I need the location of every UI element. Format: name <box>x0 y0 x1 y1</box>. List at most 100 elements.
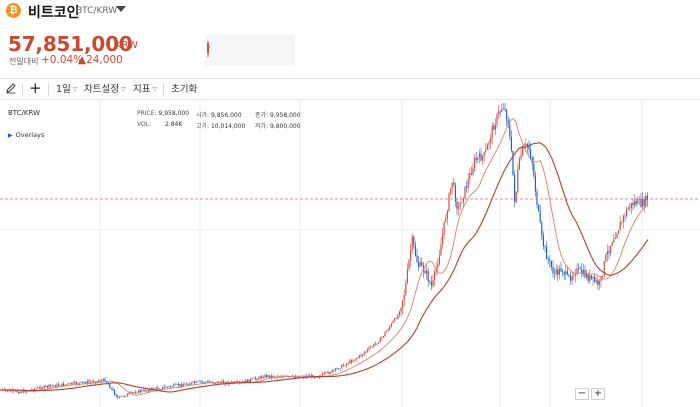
candle-body <box>483 151 485 156</box>
chart-settings-label: 차트설정 <box>84 84 119 95</box>
chart-symbol: BTC/KRW <box>8 109 41 117</box>
candle-body <box>56 384 58 387</box>
candle-body <box>643 199 645 206</box>
zoom-in-button[interactable]: + <box>591 388 605 400</box>
moving-average-short <box>0 117 649 396</box>
candle-body <box>138 390 140 394</box>
candle-body <box>610 245 612 253</box>
candle-body <box>18 392 20 394</box>
candle-body <box>547 259 549 261</box>
indicators-label: 지표 <box>133 84 151 95</box>
candle-body <box>357 357 359 359</box>
ohlc-low: 저가: 9,800,000 <box>255 123 301 130</box>
candle-body <box>10 390 12 392</box>
candle-body <box>550 261 552 268</box>
candle-body <box>466 186 468 188</box>
candle-body <box>603 261 605 277</box>
candle-body <box>445 218 447 222</box>
crosshair-plus-icon[interactable]: + <box>29 79 42 97</box>
candle-body <box>362 354 364 356</box>
candle-body <box>598 281 600 285</box>
candle-body <box>96 380 98 383</box>
candle-body <box>373 343 375 347</box>
candle-body <box>176 384 178 385</box>
candle-body <box>294 376 296 378</box>
candle-body <box>530 149 532 158</box>
candle-body <box>261 376 263 378</box>
interval-select[interactable]: 1일 ▽ <box>56 82 77 97</box>
reset-button[interactable]: 초기화 <box>171 84 198 95</box>
toolbar-divider <box>163 83 164 96</box>
candle-body <box>251 378 253 380</box>
candle-body <box>122 395 124 397</box>
candle-body <box>549 260 551 262</box>
candle-body <box>282 376 284 378</box>
candle-body <box>434 271 436 281</box>
candle-body <box>390 323 392 327</box>
candle-body <box>494 124 496 130</box>
candle-body <box>525 144 527 146</box>
mini-price-chart <box>205 35 295 66</box>
candle-body <box>187 384 189 386</box>
overlays-toggle[interactable]: ▶ Overlays <box>8 131 44 139</box>
candle-body <box>291 375 293 377</box>
candle-body <box>411 236 413 251</box>
toolbar-divider <box>22 83 23 96</box>
candle-body <box>208 381 210 383</box>
candle-body <box>611 242 613 246</box>
candle-body <box>62 383 64 386</box>
candle-body <box>90 381 92 383</box>
zoom-out-button[interactable]: − <box>575 388 589 400</box>
draw-pencil-icon[interactable] <box>5 82 17 97</box>
candle-body <box>363 352 365 355</box>
indicators-menu[interactable]: 지표 ▽ <box>133 82 157 97</box>
candle-body <box>106 381 108 383</box>
candle-body <box>202 381 204 383</box>
overlays-label: Overlays <box>15 131 45 139</box>
candle-body <box>350 360 352 363</box>
candle-body <box>518 158 520 170</box>
candle-body <box>339 368 341 370</box>
candle-body <box>269 375 271 378</box>
candle-body <box>469 173 471 180</box>
candle-body <box>331 369 333 373</box>
candle-body <box>488 142 490 145</box>
candle-body <box>262 377 264 379</box>
ohlc-open: 시가: 9,856,000 <box>196 112 242 119</box>
candle-body <box>568 274 570 277</box>
toolbar-divider <box>48 83 49 96</box>
candle-body <box>160 389 162 390</box>
candle-body <box>69 382 71 384</box>
candle-body <box>485 149 487 152</box>
coin-header: ₿ 비트코인 BTC/KRW <box>0 0 700 26</box>
chart-settings-menu[interactable]: 차트설정 ▽ <box>84 82 126 97</box>
candle-body <box>389 326 391 330</box>
candle-body <box>581 269 583 275</box>
candle-body <box>64 384 66 386</box>
candle-body <box>213 383 215 384</box>
candle-body <box>558 268 560 275</box>
candle-body <box>326 371 328 373</box>
candle-body <box>139 390 141 392</box>
candle-body <box>467 179 469 188</box>
candle-body <box>173 384 175 387</box>
candle-body <box>344 365 346 367</box>
candle-body <box>110 388 112 389</box>
candle-body <box>253 377 255 379</box>
candle-body <box>194 381 196 383</box>
candle-body <box>120 396 122 397</box>
candle-body <box>600 276 602 282</box>
candle-body <box>514 174 516 202</box>
candle-body <box>574 274 576 276</box>
candle-body <box>254 377 256 379</box>
candle-body <box>54 385 56 387</box>
coin-dropdown-icon[interactable] <box>116 6 126 12</box>
candle-body <box>258 378 260 380</box>
candle-body <box>267 375 269 377</box>
change-label: 전일대비 <box>9 57 39 66</box>
candle-body <box>491 125 493 138</box>
price-chart-area[interactable]: BTC/KRW ▶ Overlays PRICE: 9,958,000 VOL: … <box>0 100 700 407</box>
candle-body <box>587 273 589 282</box>
candle-body <box>38 387 40 389</box>
candle-body <box>427 270 429 282</box>
